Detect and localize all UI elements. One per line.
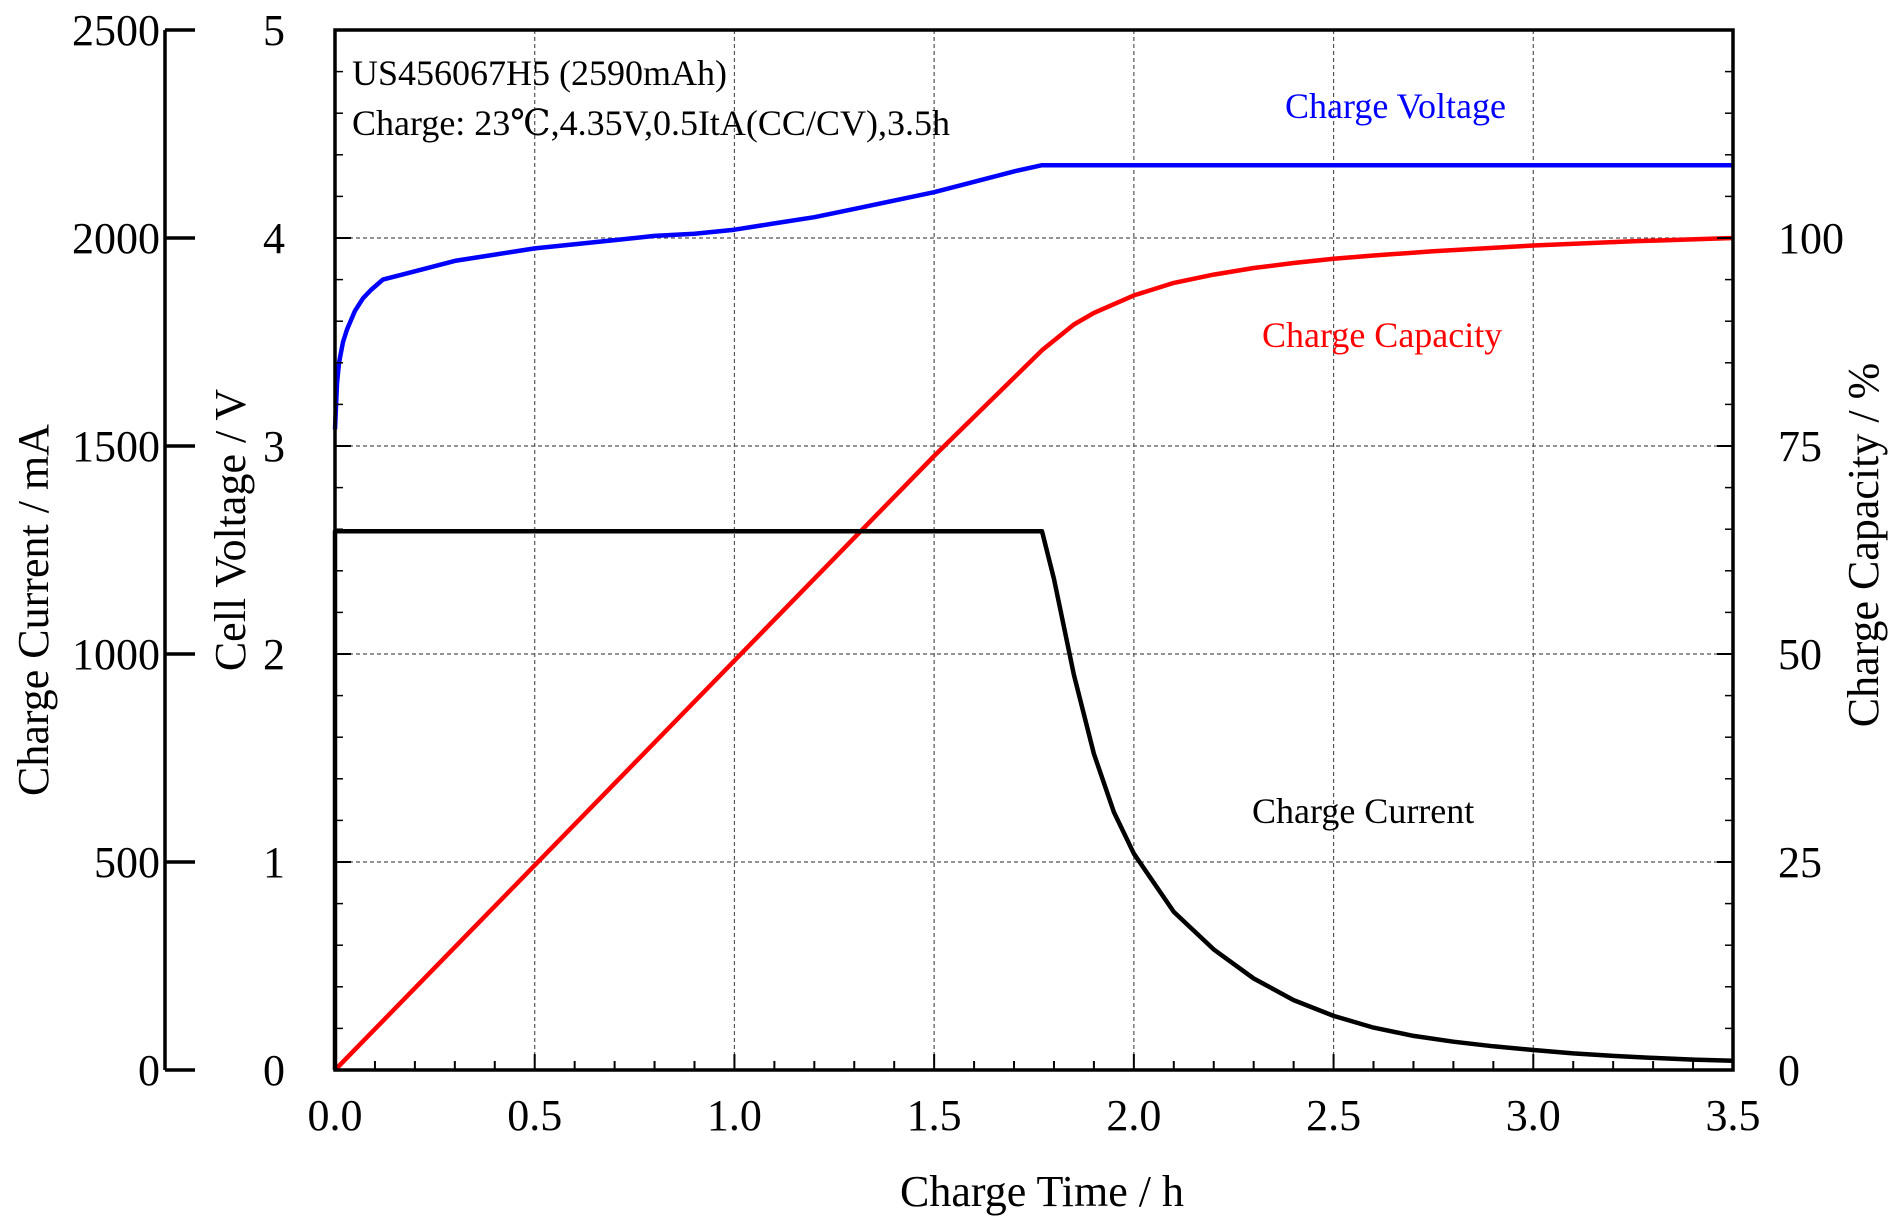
series-line-charge-capacity [335, 238, 1733, 1070]
capacity-tick-label: 100 [1778, 214, 1844, 263]
annotation-charge-conditions: Charge: 23℃,4.35V,0.5ItA(CC/CV),3.5h [352, 103, 950, 143]
current-tick-label: 2500 [72, 6, 160, 55]
x-tick-label: 2.0 [1106, 1091, 1161, 1140]
annotation-cell-model: US456067H5 (2590mAh) [352, 53, 727, 93]
x-tick-label: 1.5 [907, 1091, 962, 1140]
current-tick-label: 1500 [72, 422, 160, 471]
voltage-axis-title: Cell Voltage / V [206, 389, 255, 672]
x-tick-label: 0.0 [308, 1091, 363, 1140]
voltage-tick-label: 2 [263, 630, 285, 679]
current-tick-label: 500 [94, 838, 160, 887]
capacity-tick-label: 50 [1778, 630, 1822, 679]
x-tick-label: 1.0 [707, 1091, 762, 1140]
plot-frame [335, 30, 1733, 1070]
current-tick-label: 1000 [72, 630, 160, 679]
labels: US456067H5 (2590mAh) Charge: 23℃,4.35V,0… [9, 53, 1888, 1216]
x-tick-label: 3.0 [1506, 1091, 1561, 1140]
x-axis-title: Charge Time / h [900, 1167, 1184, 1216]
capacity-tick-label: 25 [1778, 838, 1822, 887]
series-lines [335, 165, 1733, 1070]
grid [335, 30, 1733, 1070]
series-line-charge-voltage [335, 165, 1733, 429]
series-line-charge-current [335, 531, 1733, 1070]
capacity-axis-title: Charge Capacity / % [1839, 363, 1888, 728]
x-tick-label: 0.5 [507, 1091, 562, 1140]
capacity-tick-label: 75 [1778, 422, 1822, 471]
voltage-tick-label: 4 [263, 214, 285, 263]
series-label-charge-voltage: Charge Voltage [1285, 86, 1506, 126]
voltage-tick-label: 0 [263, 1046, 285, 1095]
voltage-tick-label: 5 [263, 6, 285, 55]
current-axis-title: Charge Current / mA [9, 424, 58, 796]
series-label-charge-current: Charge Current [1252, 791, 1474, 831]
x-tick-label: 3.5 [1706, 1091, 1761, 1140]
voltage-tick-label: 3 [263, 422, 285, 471]
capacity-tick-label: 0 [1778, 1046, 1800, 1095]
current-tick-label: 2000 [72, 214, 160, 263]
current-tick-label: 0 [138, 1046, 160, 1095]
x-tick-label: 2.5 [1306, 1091, 1361, 1140]
axes: 0.00.51.01.52.02.53.03.50123450500100015… [72, 6, 1844, 1140]
series-label-charge-capacity: Charge Capacity [1262, 315, 1502, 355]
voltage-tick-label: 1 [263, 838, 285, 887]
plot-border [335, 30, 1733, 1070]
